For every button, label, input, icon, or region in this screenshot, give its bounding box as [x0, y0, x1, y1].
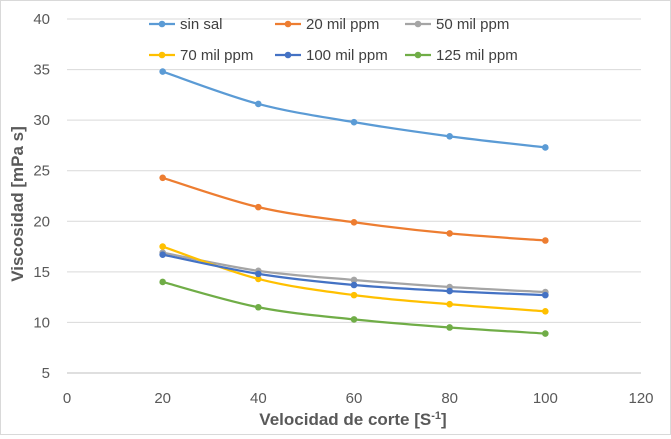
legend-label: 20 mil ppm — [306, 16, 379, 33]
data-point — [159, 243, 166, 250]
data-point — [350, 276, 358, 284]
x-axis-title-superscript: -1 — [431, 410, 441, 422]
legend-item: 20 mil ppm — [275, 16, 379, 33]
series-4 — [159, 251, 549, 299]
data-point — [350, 218, 358, 226]
data-point — [446, 230, 453, 237]
data-point — [350, 316, 358, 323]
data-point — [159, 278, 166, 286]
legend-swatch-marker — [158, 20, 166, 28]
y-tick-label: 5 — [42, 365, 50, 382]
legend-item: 125 mil ppm — [405, 47, 518, 64]
data-point — [255, 203, 262, 211]
series-line — [161, 70, 547, 149]
y-tick-label: 20 — [33, 213, 50, 230]
x-axis-title-suffix: ] — [441, 410, 447, 429]
data-point — [255, 275, 262, 283]
legend-swatch-marker — [414, 51, 422, 59]
series-1 — [159, 174, 549, 244]
data-point — [255, 100, 262, 108]
legend-label: 125 mil ppm — [436, 47, 518, 64]
data-point — [255, 303, 262, 311]
x-axis-title-main: Velocidad de corte [S — [259, 410, 431, 429]
data-point — [350, 118, 358, 126]
legend-label: 50 mil ppm — [436, 16, 509, 33]
data-point — [446, 324, 453, 331]
x-tick-label: 60 — [346, 390, 363, 407]
data-point — [542, 330, 549, 337]
data-point — [255, 270, 262, 278]
legend-swatch-marker — [158, 51, 166, 59]
data-point — [159, 174, 166, 182]
series-2 — [159, 249, 549, 296]
data-point — [159, 251, 166, 258]
legend-item: 100 mil ppm — [275, 47, 388, 64]
x-tick-label: 0 — [63, 390, 71, 407]
data-point — [159, 68, 166, 75]
legend-item: sin sal — [149, 16, 223, 33]
series-layer — [159, 68, 549, 337]
data-point — [446, 133, 453, 140]
x-tick-label: 100 — [533, 390, 558, 407]
legend-swatch-marker — [284, 20, 292, 28]
data-point — [446, 300, 453, 308]
y-tick-label: 30 — [33, 112, 50, 129]
legend-label: sin sal — [180, 16, 223, 33]
data-point — [350, 281, 358, 289]
data-point — [542, 237, 549, 244]
y-tick-label: 10 — [33, 314, 50, 331]
y-tick-label: 35 — [33, 62, 50, 79]
legend-item: 50 mil ppm — [405, 16, 509, 33]
legend-swatch-marker — [284, 51, 292, 59]
y-tick-label: 15 — [33, 264, 50, 281]
legend-label: 70 mil ppm — [180, 47, 253, 64]
y-tick-label: 25 — [33, 163, 50, 180]
series-line — [161, 176, 547, 242]
legend: sin sal 20 mil ppm 50 mil ppm 70 mil ppm 100… — [149, 16, 518, 64]
data-point — [542, 291, 549, 299]
x-tick-label: 80 — [441, 390, 458, 407]
legend-swatch-marker — [414, 20, 422, 28]
data-point — [350, 291, 358, 299]
x-tick-label: 40 — [250, 390, 267, 407]
data-point — [542, 144, 549, 151]
series-0 — [159, 68, 549, 151]
x-tick-label: 120 — [628, 390, 653, 407]
series-5 — [159, 278, 549, 337]
tick-labels: 5 10 15 20 25 30 35 40 0 20 40 60 80 100 120 — [33, 11, 653, 407]
y-axis-title: Viscosidad [mPa s] — [8, 126, 27, 282]
legend-item: 70 mil ppm — [149, 47, 253, 64]
y-tick-label: 40 — [33, 11, 50, 28]
x-tick-label: 20 — [154, 390, 171, 407]
data-point — [542, 308, 549, 315]
legend-label: 100 mil ppm — [306, 47, 388, 64]
x-axis-title: Velocidad de corte [S-1] — [259, 410, 446, 429]
data-point — [446, 287, 453, 295]
